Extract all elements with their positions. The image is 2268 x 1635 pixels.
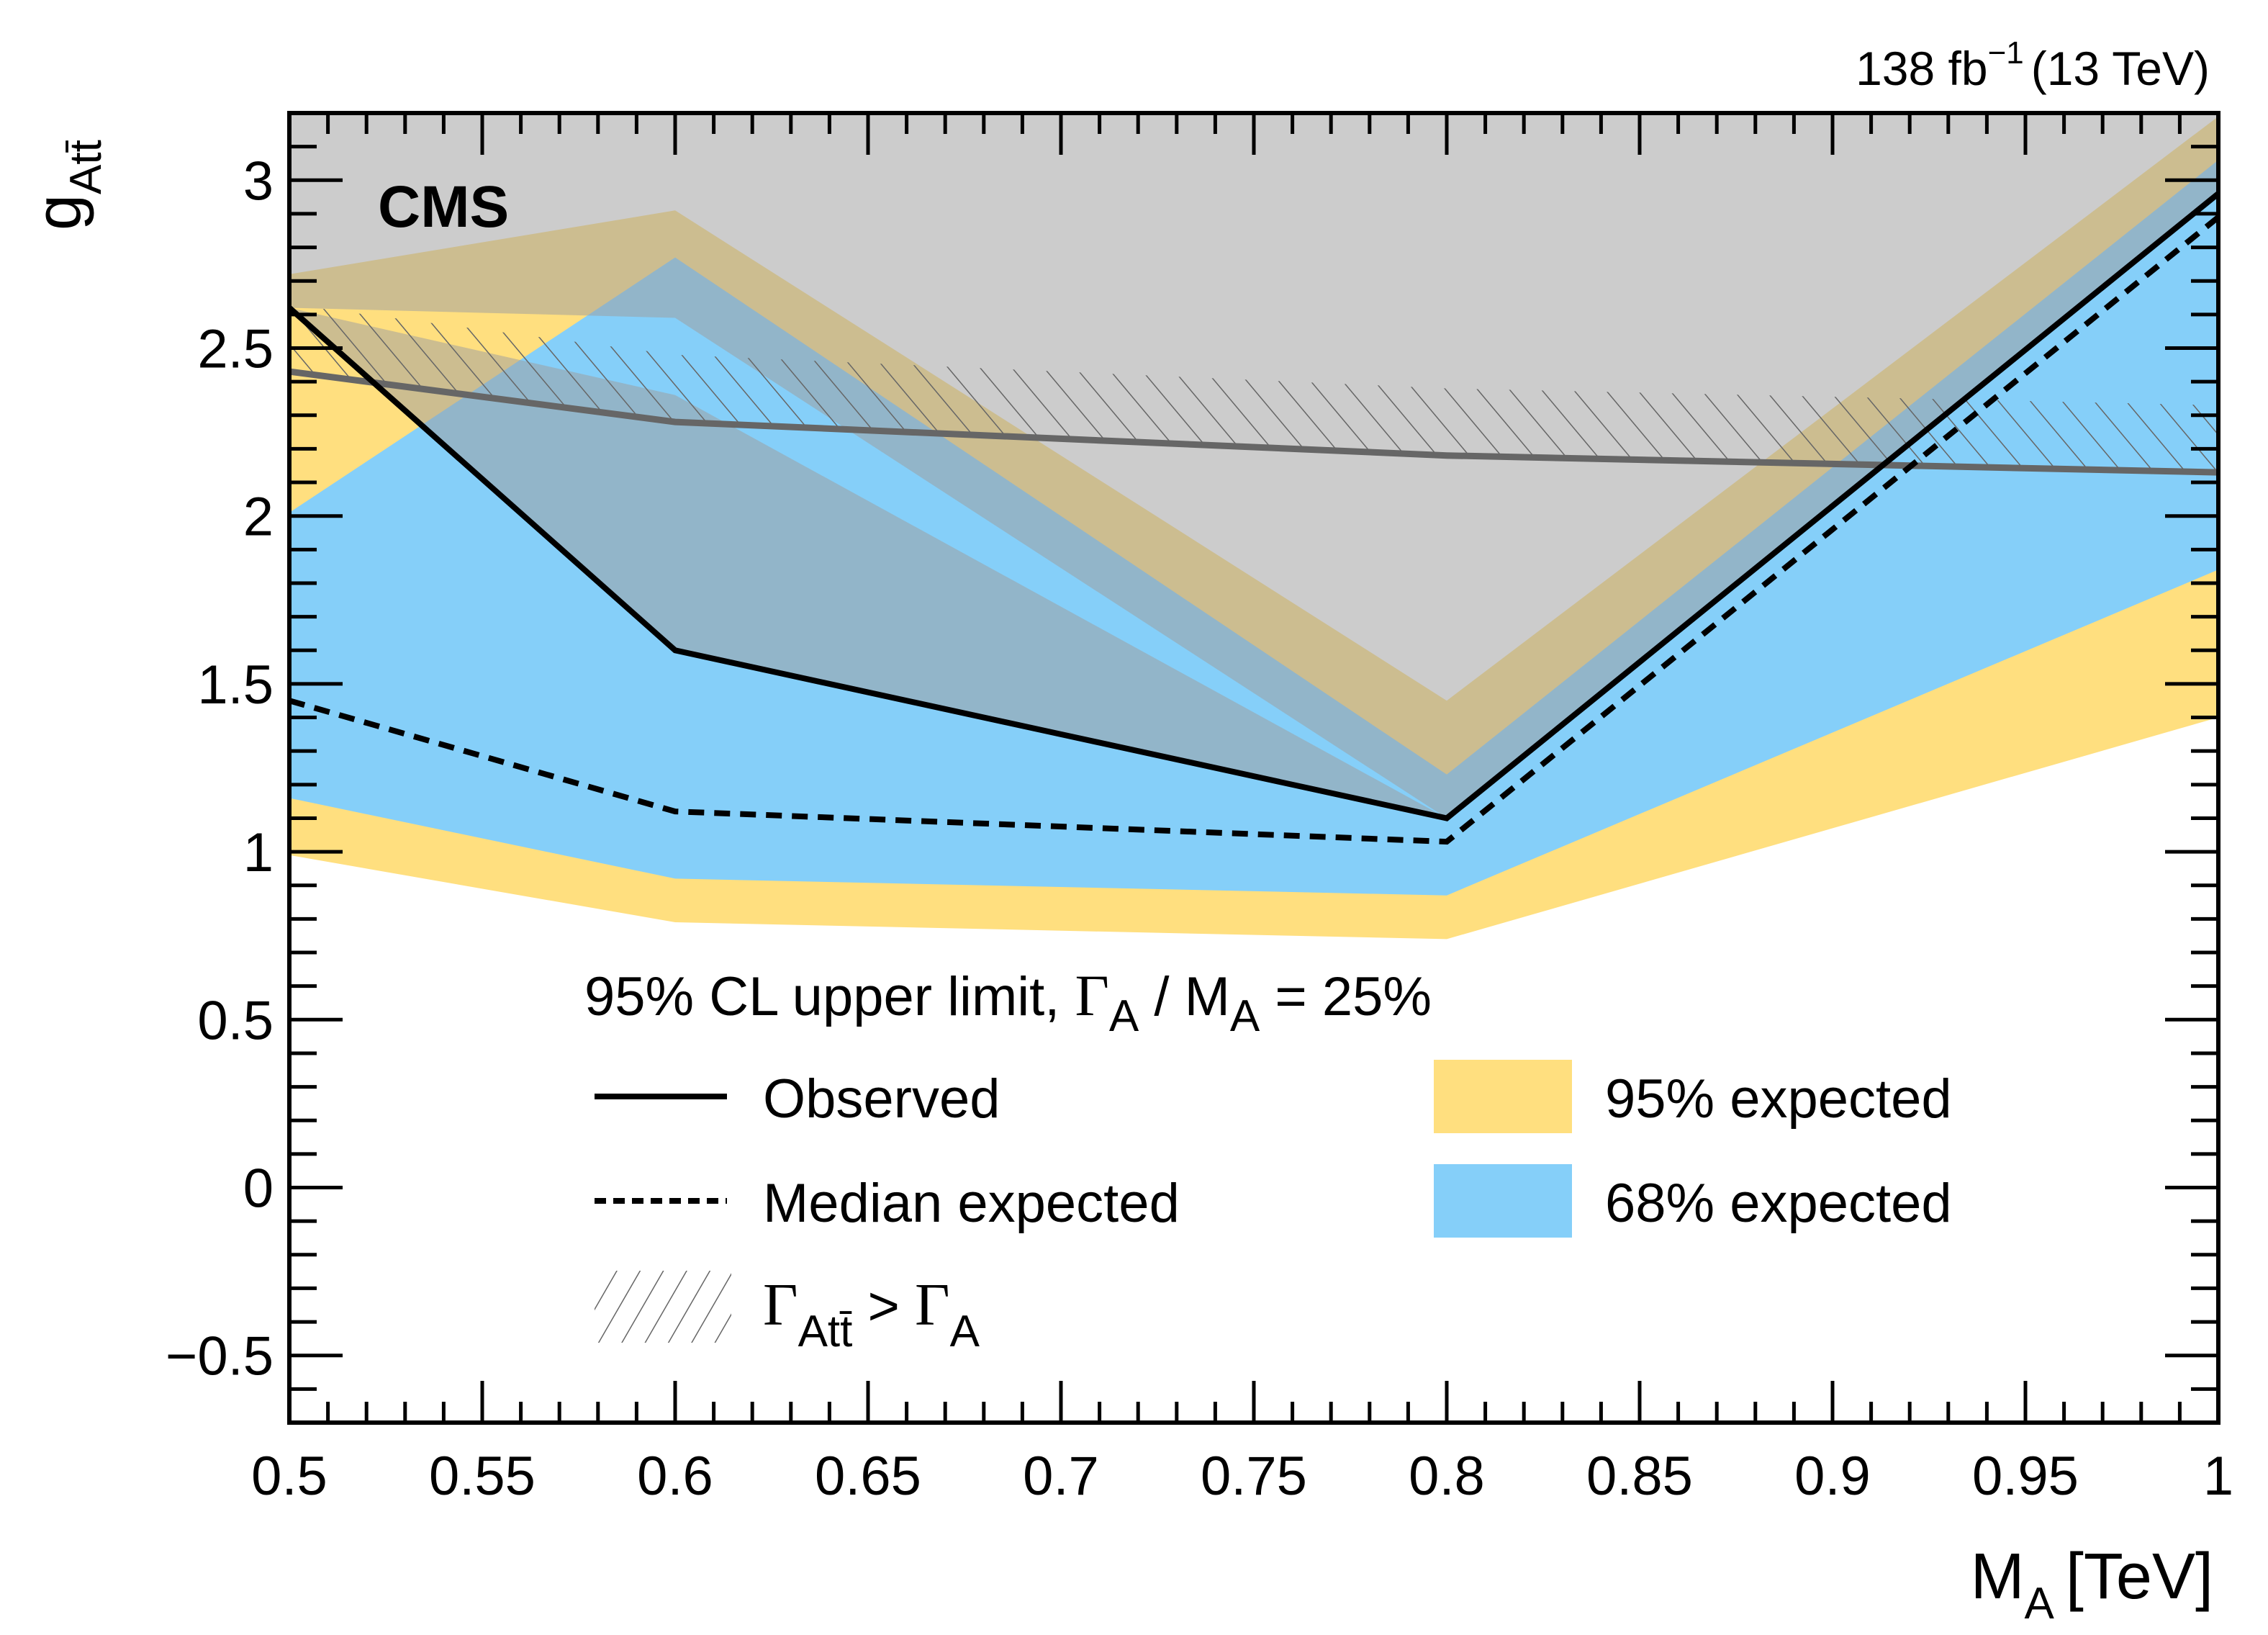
y-tick-label: 3	[243, 150, 274, 212]
x-axis-title: MA [TeV]	[1971, 1541, 2213, 1629]
x-tick-label: 0.7	[1023, 1446, 1099, 1507]
y-tick-label: 0.5	[197, 990, 274, 1051]
x-tick-label: 0.6	[637, 1446, 713, 1507]
lumi-label: 138 fb−1 (13 TeV)	[1856, 35, 2210, 95]
legend-95-label: 95% expected	[1605, 1068, 1952, 1130]
median-expected-line	[289, 215, 2218, 845]
legend-95-symbol	[1434, 1060, 1572, 1133]
y-tick-label: 0	[243, 1158, 274, 1220]
y-axis-title: gAtt̄	[23, 140, 111, 230]
legend-expected-label: Median expected	[763, 1173, 1180, 1234]
legend-hatch-symbol	[595, 1271, 731, 1343]
x-tick-label: 0.5	[251, 1446, 327, 1507]
excluded-region-upper	[289, 113, 2218, 819]
y-tick-label: 2.5	[197, 318, 274, 379]
y-tick-label: −0.5	[166, 1326, 274, 1387]
axis-ticks	[287, 111, 2220, 1425]
x-tick-label: 0.65	[815, 1446, 921, 1507]
legend-gamma-label: ΓAtt̄ > ΓA	[763, 1271, 980, 1356]
x-tick-label: 0.9	[1794, 1446, 1871, 1507]
tick-labels: 0.5 0.55 0.6 0.65 0.7 0.75 0.8 0.85 0.9 0.95 1 −0.5…	[166, 150, 2233, 1507]
legend: 95% CL upper limit, ΓA / MA = 25% Observ…	[584, 963, 1952, 1356]
observed-line	[289, 191, 2218, 821]
legend-observed-label: Observed	[763, 1068, 1000, 1130]
y-tick-label: 1	[243, 822, 274, 883]
gamma-boundary-line	[289, 368, 2218, 476]
excluded-region-lower	[289, 307, 1447, 819]
legend-68-label: 68% expected	[1605, 1173, 1952, 1234]
x-tick-label: 0.75	[1201, 1446, 1307, 1507]
y-tick-label: 1.5	[197, 654, 274, 716]
x-tick-label: 0.95	[1972, 1446, 2079, 1507]
x-tick-label: 1	[2203, 1446, 2233, 1507]
x-tick-label: 0.85	[1586, 1446, 1693, 1507]
legend-68-symbol	[1434, 1164, 1572, 1238]
gamma-hatch-band	[289, 304, 2218, 473]
x-tick-label: 0.8	[1409, 1446, 1485, 1507]
cms-label: CMS	[378, 174, 509, 240]
x-tick-label: 0.55	[429, 1446, 536, 1507]
legend-header: 95% CL upper limit, ΓA / MA = 25%	[584, 963, 1432, 1041]
plot-frame	[287, 111, 2220, 1425]
y-tick-label: 2	[243, 487, 274, 548]
